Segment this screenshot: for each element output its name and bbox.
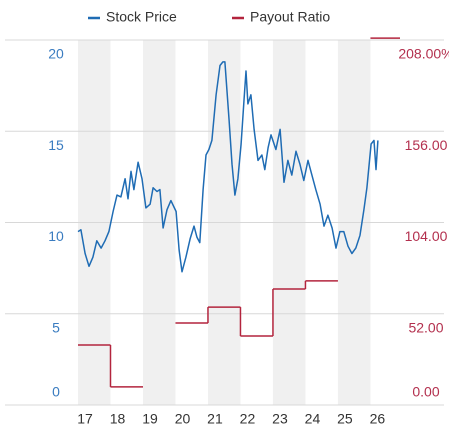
stock-line bbox=[77, 61, 379, 273]
y2-tick-label: 104.00 bbox=[405, 228, 448, 244]
y2-tick-label: 208.00% bbox=[398, 46, 449, 62]
y2-tick-label: 156.00 bbox=[405, 137, 448, 153]
x-tick-label: 19 bbox=[142, 411, 158, 427]
x-tick-label: 21 bbox=[207, 411, 223, 427]
y2-tick-label: 0.00 bbox=[412, 384, 439, 400]
x-tick-label: 17 bbox=[77, 411, 93, 427]
legend-label: Stock Price bbox=[106, 9, 177, 25]
y-tick-label: 20 bbox=[48, 46, 64, 62]
legend-label: Payout Ratio bbox=[250, 9, 330, 25]
y-tick-label: 10 bbox=[48, 228, 64, 244]
x-tick-label: 24 bbox=[305, 411, 321, 427]
y2-tick-label: 52.00 bbox=[408, 319, 443, 335]
x-tick-label: 26 bbox=[370, 411, 386, 427]
y-tick-label: 5 bbox=[52, 319, 60, 335]
y-tick-label: 0 bbox=[52, 384, 60, 400]
x-tick-label: 25 bbox=[337, 411, 353, 427]
x-tick-label: 18 bbox=[110, 411, 126, 427]
y-tick-label: 15 bbox=[48, 137, 64, 153]
x-tick-label: 22 bbox=[240, 411, 256, 427]
x-tick-label: 23 bbox=[272, 411, 288, 427]
x-tick-label: 20 bbox=[175, 411, 191, 427]
